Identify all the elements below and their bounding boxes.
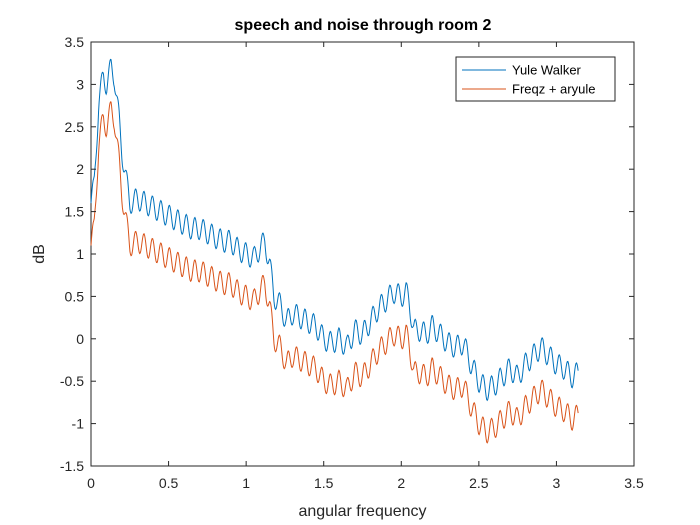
y-tick-label: 3 bbox=[76, 76, 84, 92]
chart-title: speech and noise through room 2 bbox=[235, 17, 492, 34]
x-axis: 0 0.5 1 1.5 2 2.5 3 3.5 bbox=[87, 42, 644, 491]
y-axis-label: dB bbox=[31, 244, 48, 264]
legend-box bbox=[455, 56, 616, 102]
y-tick-label: 1 bbox=[76, 246, 84, 262]
x-tick-label: 3.5 bbox=[624, 475, 644, 491]
axes-box bbox=[90, 41, 635, 467]
legend-label-freqz-aryule: Freqz + aryule bbox=[512, 82, 595, 97]
y-tick-label: 2.5 bbox=[65, 119, 85, 135]
legend-label-yule-walker: Yule Walker bbox=[512, 63, 582, 78]
x-tick-label: 0.5 bbox=[159, 475, 179, 491]
plot-area: 0 0.5 1 1.5 2 2.5 3 3.5 -1.5 -1 -0.5 0 0.5 1 1.5 2 2.5 3… bbox=[60, 34, 644, 491]
x-tick-label: 3 bbox=[553, 475, 561, 491]
x-axis-label: angular frequency bbox=[298, 503, 426, 520]
series-line-freqz-aryule bbox=[90, 101, 579, 444]
y-tick-label: 2 bbox=[76, 161, 84, 177]
y-tick-label: 3.5 bbox=[65, 34, 85, 50]
y-tick-label: -0.5 bbox=[60, 373, 84, 389]
x-tick-label: 0 bbox=[87, 475, 95, 491]
y-tick-label: -1 bbox=[72, 416, 85, 432]
y-tick-label: 0 bbox=[76, 331, 84, 347]
series-layer bbox=[90, 58, 579, 444]
x-tick-label: 1 bbox=[242, 475, 250, 491]
y-tick-label: 1.5 bbox=[65, 204, 85, 220]
x-tick-label: 1.5 bbox=[314, 475, 334, 491]
y-axis: -1.5 -1 -0.5 0 0.5 1 1.5 2 2.5 3 3.5 bbox=[60, 34, 634, 474]
y-tick-label: 0.5 bbox=[65, 288, 85, 304]
series-line-yule-walker bbox=[90, 58, 579, 402]
y-tick-label: -1.5 bbox=[60, 458, 84, 474]
x-tick-label: 2.5 bbox=[469, 475, 489, 491]
legend[interactable]: Yule Walker Freqz + aryule bbox=[455, 56, 616, 102]
x-tick-label: 2 bbox=[397, 475, 405, 491]
